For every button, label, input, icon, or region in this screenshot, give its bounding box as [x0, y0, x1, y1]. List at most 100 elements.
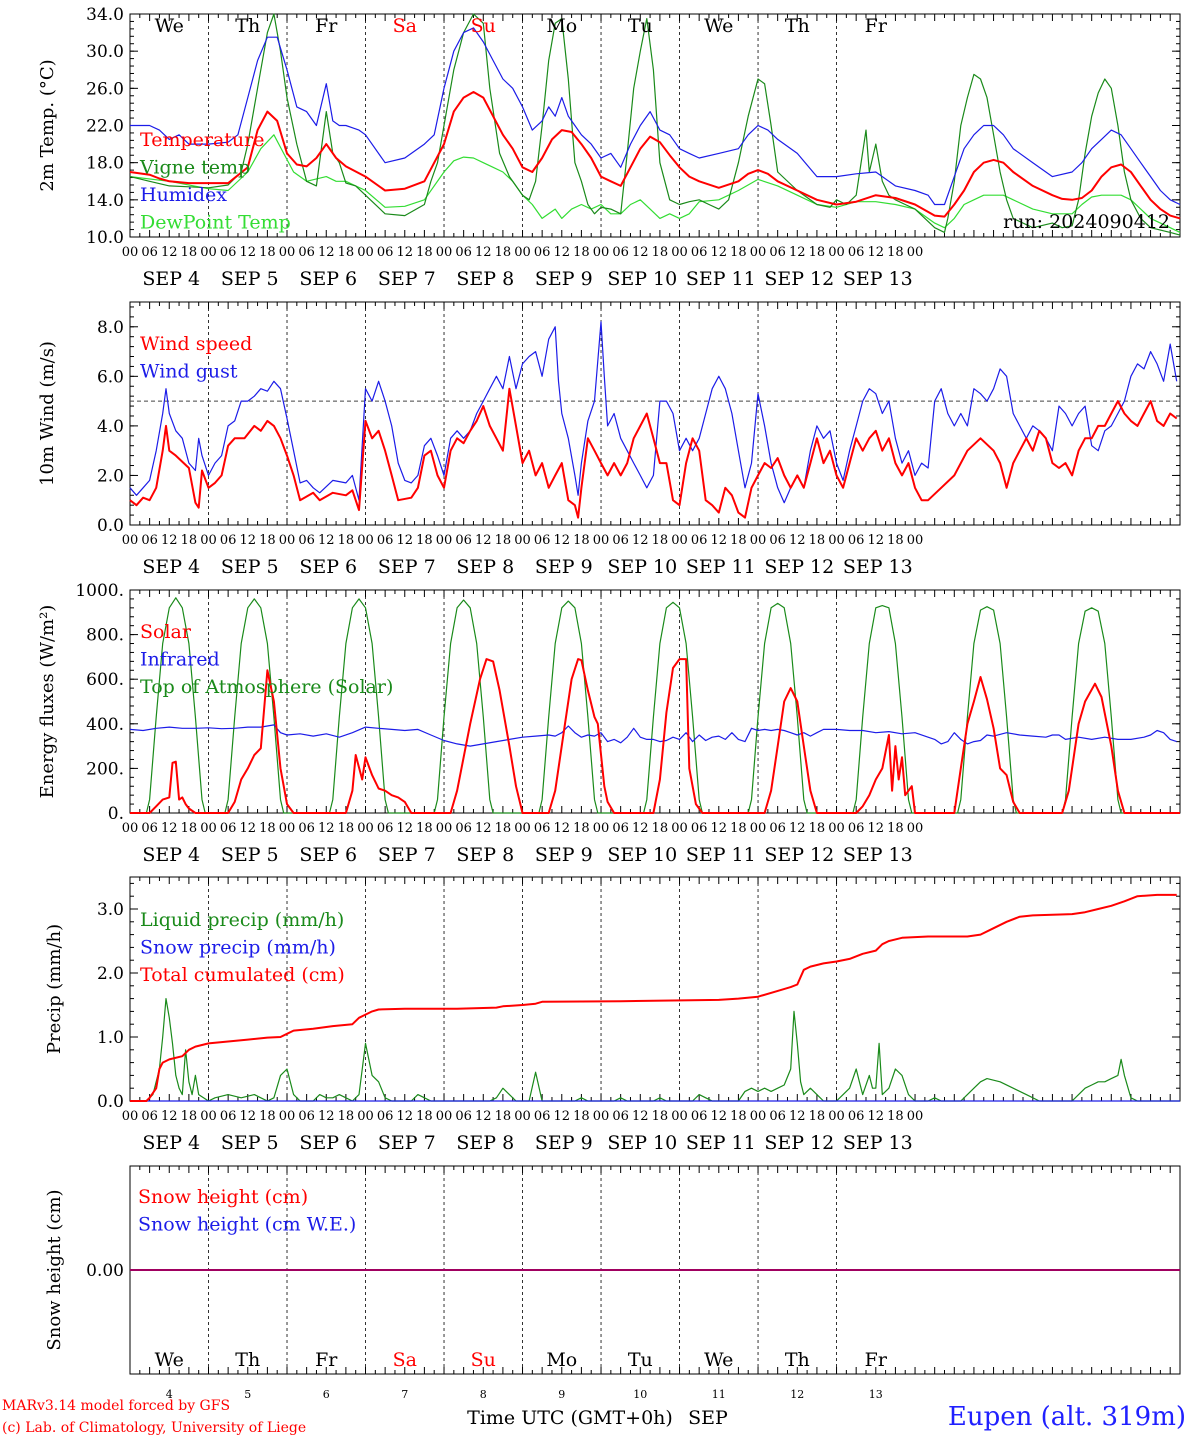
date-label: SEP 12 — [764, 268, 834, 290]
hour-tick-label: 06 — [141, 245, 158, 260]
hour-tick-label: 00 — [122, 533, 139, 548]
hour-tick-label: 06 — [377, 533, 394, 548]
hour-tick-label: 00 — [514, 821, 531, 836]
hour-tick-label: 18 — [181, 245, 198, 260]
hour-tick-label: 18 — [652, 821, 669, 836]
legend-entry: DewPoint Temp — [140, 212, 291, 234]
day-number-label: 5 — [244, 1388, 251, 1401]
date-label: SEP 5 — [221, 844, 279, 866]
weekday-label: Fr — [315, 1349, 338, 1371]
y-tick-label: 14.0 — [86, 191, 124, 211]
hour-tick-label: 06 — [298, 821, 315, 836]
hour-tick-label: 00 — [279, 245, 296, 260]
hour-tick-label: 06 — [691, 245, 708, 260]
y-tick-label: 200. — [86, 759, 124, 779]
series-line-wind-gust — [129, 321, 1178, 504]
date-label: SEP 4 — [142, 556, 200, 578]
hour-tick-label: 12 — [789, 821, 806, 836]
hour-tick-label: 06 — [220, 1109, 237, 1124]
weekday-label: Fr — [315, 15, 338, 37]
series-line-liquid-precip-mm-h- — [130, 997, 1180, 1102]
station-name: Eupen (alt. 319m) — [947, 1402, 1186, 1432]
hour-tick-label: 12 — [239, 533, 256, 548]
hour-tick-label: 00 — [907, 245, 924, 260]
hour-tick-label: 00 — [200, 533, 217, 548]
y-tick-label: 2.0 — [97, 466, 124, 486]
weekday-label: Tu — [628, 1349, 653, 1371]
hour-tick-label: 06 — [377, 821, 394, 836]
hour-tick-label: 06 — [769, 533, 786, 548]
series-line-total-cumulated-cm- — [130, 893, 1177, 1102]
weekday-label: Su — [471, 1349, 496, 1371]
hour-tick-label: 06 — [534, 821, 551, 836]
plot-frame — [129, 301, 1181, 526]
hour-tick-label: 18 — [730, 821, 747, 836]
y-axis-label: Energy fluxes (W/m²) — [37, 605, 58, 799]
hour-tick-label: 18 — [652, 533, 669, 548]
hour-tick-label: 00 — [671, 821, 688, 836]
hour-tick-label: 06 — [220, 533, 237, 548]
y-tick-label: 0.0 — [97, 1092, 124, 1112]
date-label: SEP 6 — [299, 1132, 357, 1154]
hour-tick-label: 06 — [534, 245, 551, 260]
date-label: SEP 8 — [456, 844, 514, 866]
y-tick-label: 6.0 — [97, 367, 124, 387]
hour-tick-label: 12 — [239, 245, 256, 260]
hour-tick-label: 06 — [298, 245, 315, 260]
hour-tick-label: 18 — [730, 533, 747, 548]
hour-tick-label: 00 — [593, 821, 610, 836]
legend-entry: Snow height (cm W.E.) — [138, 1214, 356, 1236]
chart-panel-3: 0. 200. 400. 600. 800. 1000. Energy fluxes (W/… — [37, 581, 1181, 866]
weekday-label: Mo — [546, 15, 577, 37]
date-label: SEP 8 — [456, 268, 514, 290]
hour-tick-label: 12 — [868, 533, 885, 548]
hour-tick-label: 18 — [416, 245, 433, 260]
hour-tick-label: 06 — [769, 1109, 786, 1124]
hour-tick-label: 12 — [318, 533, 335, 548]
hour-tick-label: 00 — [279, 533, 296, 548]
weekday-label: Th — [785, 15, 810, 37]
date-label: SEP 10 — [607, 556, 677, 578]
day-number-label: 11 — [712, 1388, 726, 1401]
hour-tick-label: 00 — [828, 1109, 845, 1124]
hour-tick-label: 18 — [259, 821, 276, 836]
y-tick-label: 30.0 — [86, 42, 124, 62]
y-tick-label: 3.0 — [97, 900, 124, 920]
date-label: SEP 7 — [378, 1132, 436, 1154]
series-line-vigne-temp — [129, 13, 1181, 236]
series-line-dewpoint-temp — [129, 134, 1181, 233]
hour-tick-label: 18 — [338, 821, 355, 836]
month-label: SEP — [688, 1407, 728, 1429]
chart-panel-4: 0.0 1.0 2.0 3.0 Precip (mm/h) Liquid precip (… — [44, 876, 1181, 1154]
day-number-label: 12 — [790, 1388, 804, 1401]
run-annotation: run: 2024090412 — [1003, 211, 1170, 233]
hour-tick-label: 18 — [259, 1109, 276, 1124]
date-label: SEP 11 — [686, 268, 756, 290]
hour-tick-label: 00 — [750, 533, 767, 548]
hour-tick-label: 00 — [436, 821, 453, 836]
hour-tick-label: 18 — [495, 245, 512, 260]
model-credit: MARv3.14 model forced by GFS — [2, 1398, 231, 1414]
hour-tick-label: 00 — [907, 1109, 924, 1124]
weekday-label: Su — [471, 15, 496, 37]
hour-tick-label: 18 — [416, 821, 433, 836]
hour-tick-label: 06 — [534, 533, 551, 548]
legend-entry: Snow height (cm) — [138, 1186, 308, 1208]
hour-tick-label: 00 — [671, 1109, 688, 1124]
date-label: SEP 7 — [378, 844, 436, 866]
hour-tick-label: 18 — [887, 533, 904, 548]
hour-tick-label: 18 — [259, 533, 276, 548]
date-label: SEP 11 — [686, 844, 756, 866]
date-label: SEP 13 — [843, 268, 913, 290]
hour-tick-label: 06 — [612, 245, 629, 260]
date-label: SEP 9 — [535, 556, 593, 578]
date-label: SEP 8 — [456, 556, 514, 578]
hour-tick-label: 00 — [436, 1109, 453, 1124]
date-label: SEP 10 — [607, 844, 677, 866]
date-label: SEP 5 — [221, 268, 279, 290]
series-line-infrared — [129, 724, 1177, 747]
hour-tick-label: 06 — [377, 245, 394, 260]
hour-tick-label: 18 — [338, 533, 355, 548]
legend-entry: Wind speed — [140, 333, 252, 355]
hour-tick-label: 06 — [612, 1109, 629, 1124]
